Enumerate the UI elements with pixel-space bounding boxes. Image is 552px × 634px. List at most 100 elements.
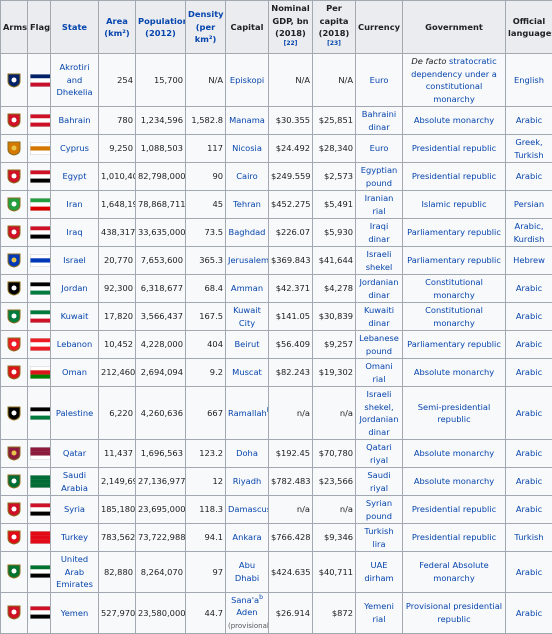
currency[interactable]: Euro (370, 75, 389, 85)
capital[interactable]: Episkopi (230, 75, 264, 85)
capital[interactable]: Cairo (236, 171, 258, 181)
languages[interactable]: Arabic (516, 567, 542, 577)
state-name[interactable]: Yemen (61, 608, 89, 618)
capital[interactable]: Beirut (234, 339, 259, 349)
currency[interactable]: Omani rial (365, 361, 392, 384)
government[interactable]: Presidential republic (412, 532, 496, 542)
government[interactable]: Semi-presidential republic (418, 402, 491, 425)
currency[interactable]: Euro (370, 143, 389, 153)
per-capita-cell: $872 (313, 592, 356, 634)
government[interactable]: Absolute monarchy (414, 367, 494, 377)
state-name[interactable]: Bahrain (58, 115, 90, 125)
government[interactable]: Provisional presidential republic (406, 601, 502, 624)
languages[interactable]: Hebrew (513, 255, 545, 265)
capital[interactable]: Jerusalem (228, 255, 269, 265)
capital-ref[interactable]: b (259, 594, 263, 601)
currency[interactable]: Iranian rial (365, 193, 394, 216)
government[interactable]: Parliamentary republic (407, 227, 501, 237)
capital[interactable]: Nicosia (232, 143, 262, 153)
state-name[interactable]: Saudi Arabia (61, 470, 88, 493)
capital-alt[interactable]: Aden (236, 607, 257, 617)
currency[interactable]: Qatari riyal (366, 442, 392, 465)
government[interactable]: Presidential republic (412, 143, 496, 153)
density-cell: 90 (186, 163, 226, 191)
capital[interactable]: Abu Dhabi (235, 560, 259, 583)
currency[interactable]: Jordanian dinar (359, 277, 398, 300)
government[interactable]: Federal Absolute monarchy (419, 560, 489, 583)
government[interactable]: Absolute monarchy (414, 448, 494, 458)
languages[interactable]: Arabic (516, 171, 542, 181)
capital[interactable]: Ramallah (228, 408, 267, 418)
header-ref[interactable]: [23] (327, 40, 341, 47)
header-text[interactable]: Density (per km²) (188, 9, 224, 44)
header-text[interactable]: Population (2012) (138, 16, 186, 39)
state-name[interactable]: Jordan (61, 283, 87, 293)
languages[interactable]: Arabic, Kurdish (514, 221, 545, 244)
currency[interactable]: UAE dirham (364, 560, 393, 583)
currency[interactable]: Egyptian pound (361, 165, 398, 188)
state-name[interactable]: Palestine (56, 408, 93, 418)
languages[interactable]: Persian (514, 199, 544, 209)
government[interactable]: Constitutional monarchy (425, 277, 483, 300)
languages[interactable]: Arabic (516, 311, 542, 321)
languages[interactable]: Arabic (516, 448, 542, 458)
government[interactable]: Presidential republic (412, 504, 496, 514)
capital[interactable]: Muscat (232, 367, 262, 377)
languages[interactable]: English (514, 75, 544, 85)
languages[interactable]: Turkish (514, 532, 543, 542)
capital[interactable]: Damascus (228, 504, 269, 514)
state-name[interactable]: United Arab Emirates (56, 554, 93, 589)
currency[interactable]: Israeli shekel, Jordanian dinar (359, 389, 398, 437)
currency[interactable]: Kuwaiti dinar (364, 305, 394, 328)
government[interactable]: Absolute monarchy (414, 476, 494, 486)
header-text[interactable]: State (62, 22, 87, 32)
state-name[interactable]: Iraq (66, 227, 82, 237)
languages[interactable]: Greek, Turkish (514, 137, 543, 160)
state-name[interactable]: Egypt (63, 171, 87, 181)
currency[interactable]: Syrian pound (366, 498, 392, 521)
government[interactable]: Absolute monarchy (414, 115, 494, 125)
state-name[interactable]: Syria (64, 504, 85, 514)
capital[interactable]: Baghdad (229, 227, 266, 237)
government[interactable]: Islamic republic (421, 199, 486, 209)
state-name[interactable]: Cyprus (60, 143, 89, 153)
capital[interactable]: Riyadh (233, 476, 262, 486)
population: 2,694,094 (141, 367, 183, 377)
currency[interactable]: Israeli shekel (366, 249, 393, 272)
languages[interactable]: Arabic (516, 504, 542, 514)
government[interactable]: Constitutional monarchy (425, 305, 483, 328)
languages[interactable]: Arabic (516, 367, 542, 377)
capital[interactable]: Amman (231, 283, 263, 293)
languages[interactable]: Arabic (516, 283, 542, 293)
state-name[interactable]: Oman (62, 367, 87, 377)
currency[interactable]: Iraqi dinar (368, 221, 389, 244)
state-name[interactable]: Iran (66, 199, 82, 209)
government[interactable]: Presidential republic (412, 171, 496, 181)
currency[interactable]: Saudi riyal (367, 470, 390, 493)
capital[interactable]: Kuwait City (233, 305, 261, 328)
state-name[interactable]: Israel (63, 255, 86, 265)
languages[interactable]: Arabic (516, 408, 542, 418)
currency[interactable]: Lebanese pound (359, 333, 399, 356)
languages[interactable]: Arabic (516, 339, 542, 349)
capital[interactable]: Manama (229, 115, 265, 125)
government[interactable]: Parliamentary republic (407, 255, 501, 265)
header-ref[interactable]: [22] (284, 40, 298, 47)
languages[interactable]: Arabic (516, 608, 542, 618)
government[interactable]: Parliamentary republic (407, 339, 501, 349)
state-name[interactable]: Qatar (63, 448, 86, 458)
currency[interactable]: Bahraini dinar (362, 109, 396, 132)
capital[interactable]: Sana'a (231, 595, 259, 605)
capital[interactable]: Tehran (233, 199, 261, 209)
state-name[interactable]: Turkey (61, 532, 88, 542)
currency[interactable]: Turkish lira (364, 526, 393, 549)
languages[interactable]: Arabic (516, 115, 542, 125)
header-text[interactable]: Area (km²) (104, 16, 129, 39)
languages[interactable]: Arabic (516, 476, 542, 486)
currency[interactable]: Yemeni rial (364, 601, 394, 624)
state-name[interactable]: Akrotiri and Dhekelia (56, 62, 92, 97)
capital[interactable]: Doha (236, 448, 258, 458)
state-name[interactable]: Kuwait (61, 311, 89, 321)
state-name[interactable]: Lebanon (57, 339, 93, 349)
capital[interactable]: Ankara (232, 532, 261, 542)
